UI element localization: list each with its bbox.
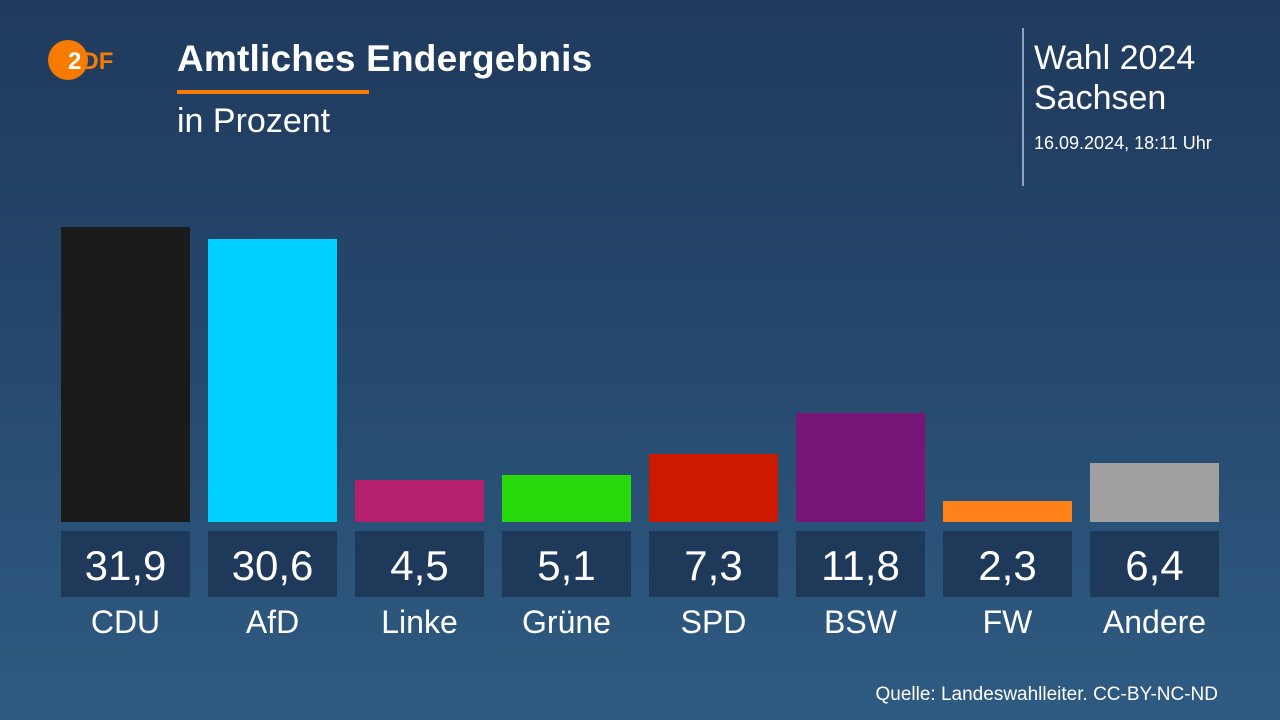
svg-text:2DF: 2DF xyxy=(68,48,113,75)
zdf-logo: 2DF xyxy=(48,40,113,80)
category-label: SPD xyxy=(680,604,747,640)
bar-andere xyxy=(1090,462,1219,522)
bar-linke xyxy=(355,480,484,522)
value-label: 5,1 xyxy=(502,531,631,597)
value-label: 30,6 xyxy=(208,531,337,597)
category-label: AfD xyxy=(245,604,300,640)
value-label: 31,9 xyxy=(61,531,190,597)
bar-cdu xyxy=(61,227,190,522)
timestamp: 16.09.2024, 18:11 Uhr xyxy=(1034,133,1212,153)
bar-fw xyxy=(943,500,1072,522)
header-divider xyxy=(1022,28,1024,186)
title-underline xyxy=(177,90,369,94)
bar-spd xyxy=(649,454,778,522)
category-label: Linke xyxy=(381,604,458,640)
value-label: 2,3 xyxy=(943,531,1072,597)
source-note: Quelle: Landeswahlleiter. CC-BY-NC-ND xyxy=(875,684,1219,705)
category-label: CDU xyxy=(90,604,161,640)
bar-bsw xyxy=(796,412,925,522)
category-label: FW xyxy=(982,604,1033,640)
value-label: 6,4 xyxy=(1090,531,1219,597)
election-info: Wahl 2024 Sachsen xyxy=(1034,38,1195,118)
value-label: 7,3 xyxy=(649,531,778,597)
chart-subtitle: in Prozent xyxy=(177,102,331,140)
bar-afd xyxy=(208,239,337,522)
bar-grüne xyxy=(502,474,631,522)
category-label: BSW xyxy=(824,604,897,640)
election-region: Sachsen xyxy=(1034,79,1167,117)
election-name: Wahl 2024 xyxy=(1034,39,1196,77)
category-label: Andere xyxy=(1102,604,1207,640)
category-label: Grüne xyxy=(522,604,611,640)
value-label: 4,5 xyxy=(355,531,484,597)
value-label: 11,8 xyxy=(796,531,925,597)
chart-title: Amtliches Endergebnis xyxy=(177,38,593,79)
